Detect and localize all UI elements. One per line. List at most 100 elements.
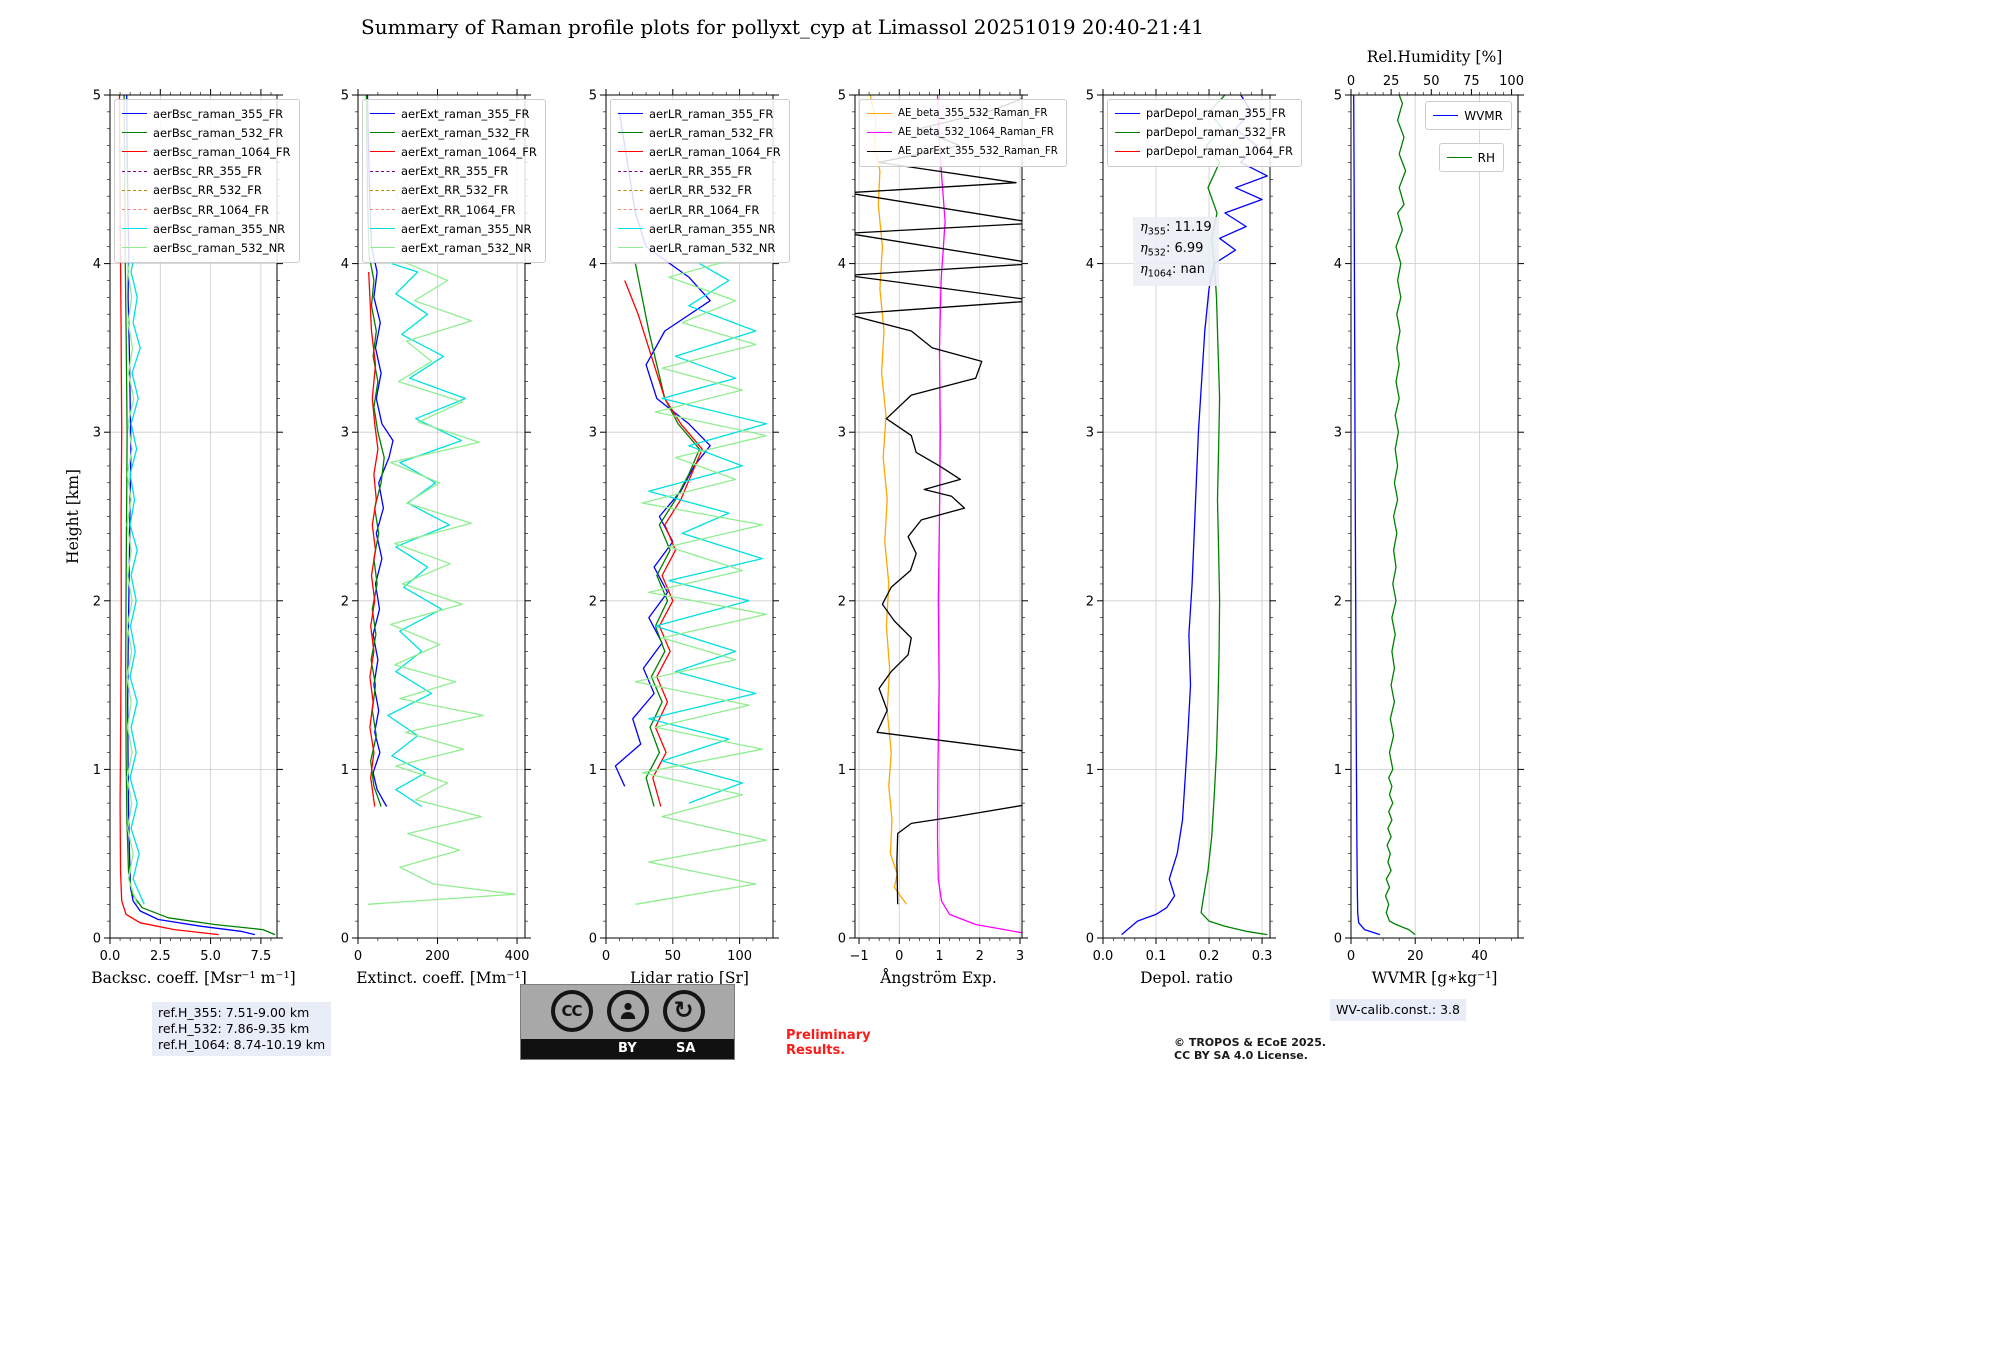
- y-tick-label: 1: [1086, 763, 1094, 778]
- legend-label: aerLR_RR_1064_FR: [649, 202, 760, 217]
- preliminary-line-2: Results.: [786, 1043, 846, 1058]
- ticks: [352, 89, 531, 944]
- series-aerLR_raman_355_FR: [614, 111, 711, 787]
- legend-line-sample: [618, 151, 643, 153]
- x-tick-label: 400: [505, 949, 530, 964]
- series-aerLR_raman_532_FR: [634, 263, 701, 807]
- y-tick-label: 0: [1086, 932, 1094, 947]
- x-tick-label: 20: [1407, 949, 1424, 964]
- copyright-line-2: CC BY SA 4.0 License.: [1174, 1049, 1308, 1062]
- legend-line-sample: [618, 189, 643, 191]
- legend-label: aerBsc_RR_355_FR: [153, 164, 262, 179]
- x-tick-label: 50: [665, 949, 682, 964]
- y-tick-label: 5: [93, 89, 101, 104]
- legend-line-sample: [370, 113, 395, 115]
- x-axis-label: Ångström Exp.: [879, 969, 997, 987]
- y-tick-label: 4: [341, 257, 349, 272]
- y-tick-label: 4: [1086, 257, 1094, 272]
- cc-badge-icons: CC ↻: [521, 990, 734, 1032]
- legend-item: aerExt_RR_1064_FR: [370, 200, 537, 219]
- legend-line-sample: [122, 189, 147, 191]
- legend-item: aerExt_raman_355_NR: [370, 219, 537, 238]
- share-alike-icon: ↻: [662, 990, 705, 1032]
- series-group: [118, 95, 276, 936]
- legend-label: aerExt_raman_355_NR: [401, 221, 532, 236]
- legend-line-sample: [370, 132, 395, 134]
- ticks: [1345, 89, 1524, 944]
- y-tick-label: 0: [838, 932, 846, 947]
- y-tick-label: 3: [341, 426, 349, 441]
- legend-line-sample: [1115, 132, 1140, 134]
- legend-line-sample: [370, 170, 395, 172]
- legend-item: aerBsc_RR_355_FR: [122, 162, 291, 181]
- eta-532-line: η532: 6.99: [1140, 241, 1212, 262]
- legend-line-sample: [618, 170, 643, 172]
- x-tick-label: 2.5: [150, 949, 171, 964]
- legend-item: aerLR_RR_532_FR: [618, 181, 781, 200]
- legend-label: aerLR_raman_532_NR: [649, 240, 776, 255]
- legend-item: aerExt_raman_1064_FR: [370, 142, 537, 161]
- legend-label: aerBsc_raman_1064_FR: [153, 144, 291, 159]
- series-AE_beta_355_532_Raman_FR: [869, 95, 908, 905]
- eta-subscript: 532: [1147, 247, 1166, 259]
- y-tick-label: 4: [93, 257, 101, 272]
- top-tick-label: 0: [1347, 74, 1355, 89]
- series-group: [365, 95, 516, 905]
- y-tick-label: 1: [589, 763, 597, 778]
- legend-item: aerLR_RR_355_FR: [618, 162, 781, 181]
- legend-line-sample: [1433, 115, 1459, 117]
- axes-box: [1350, 94, 1519, 939]
- series-aerExt_raman_355_FR: [366, 95, 394, 807]
- series-aerBsc_raman_532_FR: [123, 95, 276, 936]
- legend-item: WVMR: [1433, 106, 1503, 125]
- legend-line-sample: [867, 132, 892, 134]
- legend-label: aerBsc_raman_532_FR: [153, 125, 284, 140]
- y-tick-label: 4: [589, 257, 597, 272]
- y-tick-label: 3: [93, 426, 101, 441]
- legend-line-sample: [1115, 113, 1140, 115]
- y-tick-label: 3: [1086, 426, 1094, 441]
- legend-label: aerBsc_raman_355_FR: [153, 106, 284, 121]
- legend-item: aerExt_raman_532_NR: [370, 238, 537, 257]
- preliminary-results-note: Preliminary Results.: [786, 1028, 871, 1058]
- legend-line-sample: [122, 170, 147, 172]
- gridlines: [1351, 95, 1518, 938]
- attribution-person-icon: [606, 990, 649, 1032]
- legend-line-sample: [370, 189, 395, 191]
- ticks: [849, 89, 1028, 944]
- legend-item: aerExt_raman_532_FR: [370, 123, 537, 142]
- eta-symbol: η: [1140, 262, 1148, 278]
- x-tick-label: 3: [1016, 949, 1024, 964]
- y-tick-label: 2: [589, 594, 597, 609]
- panel-depol: 0 1 2 3 4 5 0.0 0.1 0.2 0.3 Depol. ratio: [1086, 89, 1276, 987]
- eta-value: : nan: [1171, 262, 1205, 278]
- legend-angstroem: AE_beta_355_532_Raman_FR AE_beta_532_1064…: [859, 99, 1067, 167]
- legend-label: aerBsc_raman_355_NR: [153, 221, 286, 236]
- legend-item: aerExt_RR_532_FR: [370, 181, 537, 200]
- series-aerBsc_raman_532_NR: [126, 255, 138, 905]
- legend-extinction: aerExt_raman_355_FR aerExt_raman_532_FR ae…: [362, 99, 546, 263]
- legend-label: aerExt_RR_355_FR: [401, 164, 509, 179]
- legend-label: aerExt_raman_1064_FR: [401, 144, 537, 159]
- x-axis-label: Lidar ratio [Sr]: [630, 969, 749, 987]
- series-aerLR_raman_355_NR: [648, 263, 767, 804]
- legend-line-sample: [370, 228, 395, 230]
- legend-item: AE_parExt_355_532_Raman_FR: [867, 142, 1058, 161]
- legend-item: aerBsc_raman_532_FR: [122, 123, 291, 142]
- ticks: [1097, 89, 1276, 944]
- legend-line-sample: [867, 151, 892, 153]
- top-tick-label: 100: [1499, 74, 1524, 89]
- legend-item: AE_beta_532_1064_Raman_FR: [867, 123, 1058, 142]
- legend-lidar-ratio: aerLR_raman_355_FR aerLR_raman_532_FR aerL…: [610, 99, 790, 263]
- y-tick-label: 5: [1086, 89, 1094, 104]
- top-tick-label: 75: [1463, 74, 1480, 89]
- series-AE_beta_532_1064_Raman_FR: [936, 95, 1022, 934]
- y-tick-label: 2: [341, 594, 349, 609]
- x-tick-label: 0: [895, 949, 903, 964]
- y-tick-label: 2: [93, 594, 101, 609]
- y-tick-label: 1: [1334, 763, 1342, 778]
- legend-label: AE_beta_532_1064_Raman_FR: [898, 127, 1054, 139]
- legend-label: AE_beta_355_532_Raman_FR: [898, 108, 1048, 120]
